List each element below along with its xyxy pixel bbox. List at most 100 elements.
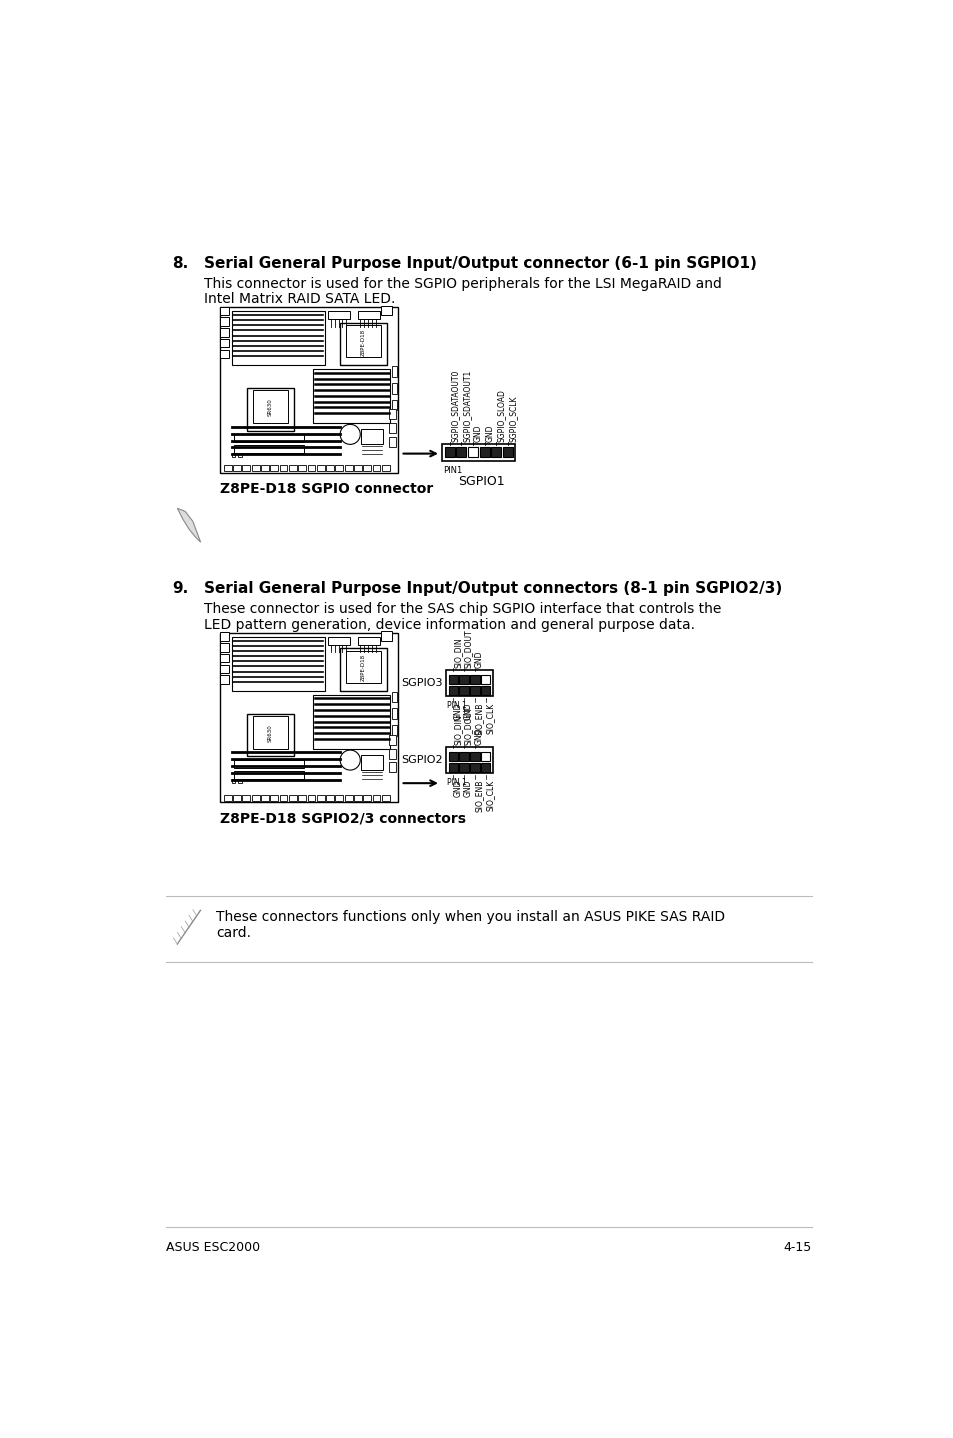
Text: GND: GND (453, 702, 462, 720)
Bar (354, 464, 361, 472)
Bar (247, 713, 294, 756)
Bar (252, 795, 259, 801)
Bar (237, 778, 241, 784)
Text: SIO_DIN: SIO_DIN (453, 715, 462, 745)
Text: SGPIO_SLOAD: SGPIO_SLOAD (497, 390, 505, 441)
Bar (220, 664, 229, 673)
Text: These connector is used for the SAS chip SGPIO interface that controls the: These connector is used for the SAS chip… (204, 603, 721, 617)
Text: Z8PE-D18: Z8PE-D18 (360, 654, 366, 682)
Bar (373, 795, 380, 801)
Text: SIO_DOUT: SIO_DOUT (464, 628, 473, 667)
Bar (237, 453, 241, 457)
Bar (389, 749, 395, 758)
Text: SGPIO3: SGPIO3 (400, 679, 442, 687)
Text: SIO_DIN: SIO_DIN (453, 637, 462, 667)
Bar (357, 637, 379, 644)
Bar (224, 464, 232, 472)
Bar (459, 674, 468, 684)
Text: SGPIO2: SGPIO2 (400, 755, 442, 765)
Bar (335, 464, 343, 472)
Bar (345, 651, 381, 683)
Bar (444, 447, 455, 457)
Bar (335, 795, 343, 801)
Bar (340, 322, 386, 365)
Bar (289, 464, 296, 472)
Bar (448, 764, 457, 772)
Bar (363, 464, 371, 472)
Text: Serial General Purpose Input/Output connector (6-1 pin SGPIO1): Serial General Purpose Input/Output conn… (204, 256, 757, 270)
Bar (491, 447, 500, 457)
Bar (480, 686, 490, 696)
Bar (220, 643, 229, 651)
Text: GND: GND (464, 702, 473, 720)
Bar (459, 764, 468, 772)
Bar (313, 695, 390, 749)
Bar (502, 447, 513, 457)
Bar (232, 311, 324, 365)
Bar (316, 795, 324, 801)
Bar (328, 637, 350, 644)
Bar (446, 670, 493, 696)
Text: PIN 1: PIN 1 (447, 778, 466, 787)
Text: GND: GND (474, 424, 482, 441)
Text: GND: GND (464, 779, 473, 797)
Bar (253, 716, 288, 749)
Bar (470, 674, 479, 684)
Bar (357, 311, 379, 319)
Text: SGPIO_SDATAOUT1: SGPIO_SDATAOUT1 (461, 370, 471, 441)
Text: SIO_DOUT: SIO_DOUT (464, 706, 473, 745)
Bar (381, 464, 390, 472)
Bar (232, 637, 324, 690)
Bar (442, 443, 515, 462)
Bar (389, 408, 395, 418)
Text: These connectors functions only when you install an ASUS PIKE SAS RAID: These connectors functions only when you… (216, 910, 724, 925)
Bar (389, 423, 395, 433)
Bar (220, 349, 229, 358)
Bar (381, 795, 390, 801)
Bar (289, 795, 296, 801)
Bar (298, 464, 306, 472)
Text: GND: GND (485, 424, 494, 441)
Bar (459, 752, 468, 761)
Bar (233, 795, 241, 801)
Bar (307, 464, 315, 472)
Bar (459, 686, 468, 696)
Bar (316, 464, 324, 472)
Text: SR630: SR630 (268, 398, 273, 416)
Bar (279, 795, 287, 801)
Bar (381, 631, 392, 641)
Bar (354, 795, 361, 801)
Text: 4-15: 4-15 (783, 1241, 811, 1254)
Bar (220, 633, 229, 641)
Text: Z8PE-D18 SGPIO connector: Z8PE-D18 SGPIO connector (220, 482, 433, 496)
Bar (448, 686, 457, 696)
Bar (253, 391, 288, 423)
Text: ASUS ESC2000: ASUS ESC2000 (166, 1241, 259, 1254)
Bar (242, 464, 250, 472)
Text: SIO_ENB: SIO_ENB (475, 702, 483, 735)
Bar (220, 339, 229, 348)
Bar (220, 328, 229, 336)
Text: SR630: SR630 (268, 725, 273, 742)
Text: SGPIO1: SGPIO1 (457, 475, 504, 487)
Bar (279, 464, 287, 472)
Bar (233, 464, 241, 472)
Bar (360, 755, 382, 771)
Bar (448, 752, 457, 761)
Bar (328, 311, 350, 319)
Bar (242, 795, 250, 801)
Text: This connector is used for the SGPIO peripherals for the LSI MegaRAID and: This connector is used for the SGPIO per… (204, 276, 721, 290)
Bar (298, 795, 306, 801)
Bar (220, 308, 397, 473)
Bar (468, 447, 477, 457)
Bar (224, 795, 232, 801)
Bar (220, 676, 229, 684)
Bar (261, 464, 269, 472)
Bar (344, 795, 353, 801)
Bar (326, 795, 334, 801)
Bar (344, 464, 353, 472)
Bar (392, 383, 397, 394)
Bar (270, 795, 278, 801)
Text: Serial General Purpose Input/Output connectors (8-1 pin SGPIO2/3): Serial General Purpose Input/Output conn… (204, 581, 781, 595)
Bar (470, 752, 479, 761)
